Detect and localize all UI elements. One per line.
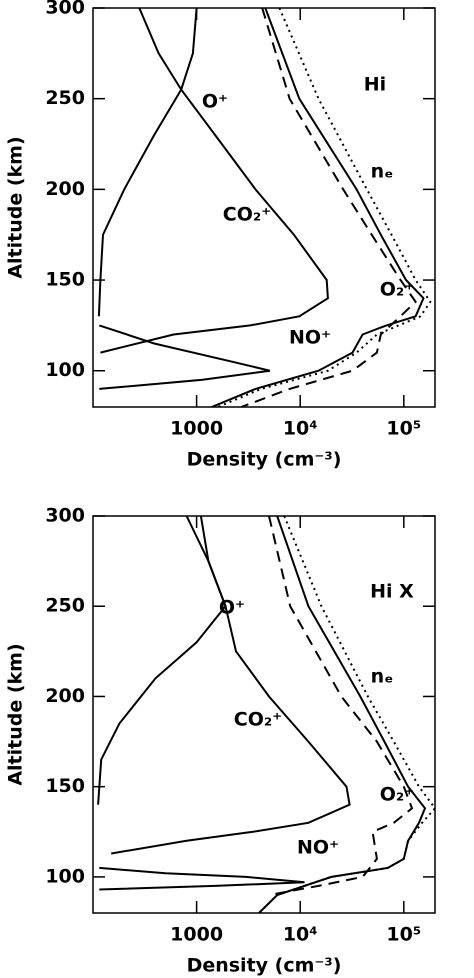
y-axis-label: Altitude (km) — [5, 643, 27, 785]
y-tick-label: 100 — [45, 359, 85, 381]
series-line — [111, 516, 351, 855]
y-tick-label: 200 — [45, 178, 85, 200]
series-label: nₑ — [371, 161, 394, 183]
series-label: NO⁺ — [297, 837, 339, 859]
series-line — [98, 324, 271, 390]
series-label: NO⁺ — [289, 327, 331, 349]
series-line — [100, 8, 329, 354]
x-axis-label: Density (cm⁻³) — [187, 955, 342, 977]
series-line — [258, 516, 435, 913]
y-tick-label: 300 — [45, 505, 85, 527]
x-tick-label: 10⁵ — [386, 924, 421, 946]
y-tick-label: 250 — [45, 87, 85, 109]
chart-title: Hi — [364, 74, 386, 96]
x-axis-label: Density (cm⁻³) — [187, 449, 342, 471]
plot-frame — [92, 515, 436, 914]
x-tick-label: 1000 — [170, 418, 223, 440]
series-line — [97, 516, 227, 805]
x-tick-label: 1000 — [170, 924, 223, 946]
y-tick-label: 300 — [45, 0, 85, 19]
y-tick-label: 150 — [45, 775, 85, 797]
y-tick-label: 250 — [45, 595, 85, 617]
series-label: O₂⁺ — [380, 279, 415, 301]
series-line — [240, 8, 417, 407]
series-line — [99, 866, 305, 891]
x-tick-label: 10⁴ — [283, 924, 318, 946]
plot-frame — [92, 7, 436, 408]
series-label: O₂⁺ — [380, 784, 415, 806]
y-tick-label: 100 — [45, 865, 85, 887]
x-tick-label: 10⁵ — [386, 418, 421, 440]
series-label: nₑ — [371, 666, 394, 688]
series-line — [211, 8, 425, 407]
series-line — [97, 8, 198, 317]
series-label: CO₂⁺ — [234, 709, 282, 731]
y-tick-label: 150 — [45, 269, 85, 291]
y-tick-label: 200 — [45, 685, 85, 707]
series-line — [268, 516, 414, 896]
x-tick-label: 10⁴ — [283, 418, 318, 440]
series-label: CO₂⁺ — [223, 204, 271, 226]
series-line — [258, 516, 427, 913]
series-label: O⁺ — [202, 91, 228, 113]
chart-title: Hi X — [370, 581, 414, 603]
series-label: O⁺ — [219, 597, 245, 619]
y-axis-label: Altitude (km) — [5, 136, 27, 278]
